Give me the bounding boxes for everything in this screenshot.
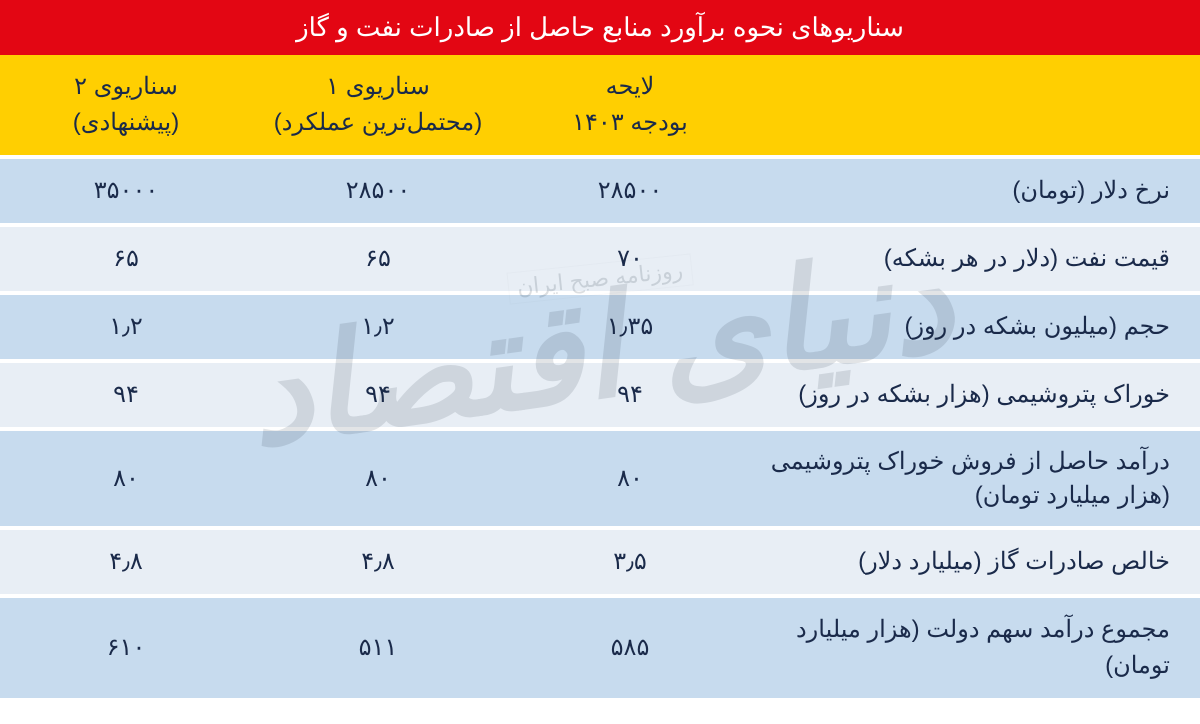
cell-scenario2: ۶۵ <box>0 227 252 291</box>
cell-budget: ۱٫۳۵ <box>504 295 756 359</box>
row-label: مجموع درآمد سهم دولت (هزار میلیارد تومان… <box>756 598 1200 698</box>
row-label: قیمت نفت (دلار در هر بشکه) <box>756 227 1200 291</box>
header-s1-l2: (محتمل‌ترین عملکرد) <box>262 105 494 141</box>
cell-scenario1: ۸۰ <box>252 431 504 526</box>
cell-scenario1: ۱٫۲ <box>252 295 504 359</box>
cell-budget: ۵۸۵ <box>504 598 756 698</box>
table-row: خالص صادرات گاز (میلیارد دلار)۳٫۵۴٫۸۴٫۸ <box>0 530 1200 594</box>
cell-scenario1: ۲۸۵۰۰ <box>252 159 504 223</box>
table-title: سناریوهای نحوه برآورد منابع حاصل از صادر… <box>0 0 1200 55</box>
cell-budget: ۲۸۵۰۰ <box>504 159 756 223</box>
header-budget-l1: لایحه <box>514 69 746 105</box>
header-scenario1: سناریوی ۱ (محتمل‌ترین عملکرد) <box>252 55 504 155</box>
table-row: درآمد حاصل از فروش خوراک پتروشیمی(هزار م… <box>0 431 1200 526</box>
table-container: سناریوهای نحوه برآورد منابع حاصل از صادر… <box>0 0 1200 698</box>
header-s1-l1: سناریوی ۱ <box>262 69 494 105</box>
cell-scenario2: ۳۵۰۰۰ <box>0 159 252 223</box>
header-budget: لایحه بودجه ۱۴۰۳ <box>504 55 756 155</box>
cell-scenario2: ۸۰ <box>0 431 252 526</box>
table-row: قیمت نفت (دلار در هر بشکه)۷۰۶۵۶۵ <box>0 227 1200 291</box>
header-s2-l2: (پیشنهادی) <box>10 105 242 141</box>
row-label: نرخ دلار (تومان) <box>756 159 1200 223</box>
table-header-row: لایحه بودجه ۱۴۰۳ سناریوی ۱ (محتمل‌ترین ع… <box>0 55 1200 155</box>
row-label: حجم (میلیون بشکه در روز) <box>756 295 1200 359</box>
table-row: خوراک پتروشیمی (هزار بشکه در روز)۹۴۹۴۹۴ <box>0 363 1200 427</box>
cell-scenario2: ۹۴ <box>0 363 252 427</box>
row-label: درآمد حاصل از فروش خوراک پتروشیمی(هزار م… <box>756 431 1200 526</box>
header-scenario2: سناریوی ۲ (پیشنهادی) <box>0 55 252 155</box>
cell-scenario2: ۴٫۸ <box>0 530 252 594</box>
row-label: خوراک پتروشیمی (هزار بشکه در روز) <box>756 363 1200 427</box>
header-budget-l2: بودجه ۱۴۰۳ <box>514 105 746 141</box>
cell-budget: ۸۰ <box>504 431 756 526</box>
table-body: نرخ دلار (تومان)۲۸۵۰۰۲۸۵۰۰۳۵۰۰۰قیمت نفت … <box>0 155 1200 698</box>
row-label: خالص صادرات گاز (میلیارد دلار) <box>756 530 1200 594</box>
cell-scenario1: ۴٫۸ <box>252 530 504 594</box>
header-label-col <box>756 55 1200 155</box>
cell-scenario2: ۱٫۲ <box>0 295 252 359</box>
cell-budget: ۳٫۵ <box>504 530 756 594</box>
header-s2-l1: سناریوی ۲ <box>10 69 242 105</box>
table-row: مجموع درآمد سهم دولت (هزار میلیارد تومان… <box>0 598 1200 698</box>
cell-scenario2: ۶۱۰ <box>0 598 252 698</box>
cell-budget: ۹۴ <box>504 363 756 427</box>
cell-scenario1: ۵۱۱ <box>252 598 504 698</box>
cell-scenario1: ۹۴ <box>252 363 504 427</box>
data-table: لایحه بودجه ۱۴۰۳ سناریوی ۱ (محتمل‌ترین ع… <box>0 55 1200 698</box>
cell-scenario1: ۶۵ <box>252 227 504 291</box>
table-row: حجم (میلیون بشکه در روز)۱٫۳۵۱٫۲۱٫۲ <box>0 295 1200 359</box>
table-row: نرخ دلار (تومان)۲۸۵۰۰۲۸۵۰۰۳۵۰۰۰ <box>0 159 1200 223</box>
cell-budget: ۷۰ <box>504 227 756 291</box>
